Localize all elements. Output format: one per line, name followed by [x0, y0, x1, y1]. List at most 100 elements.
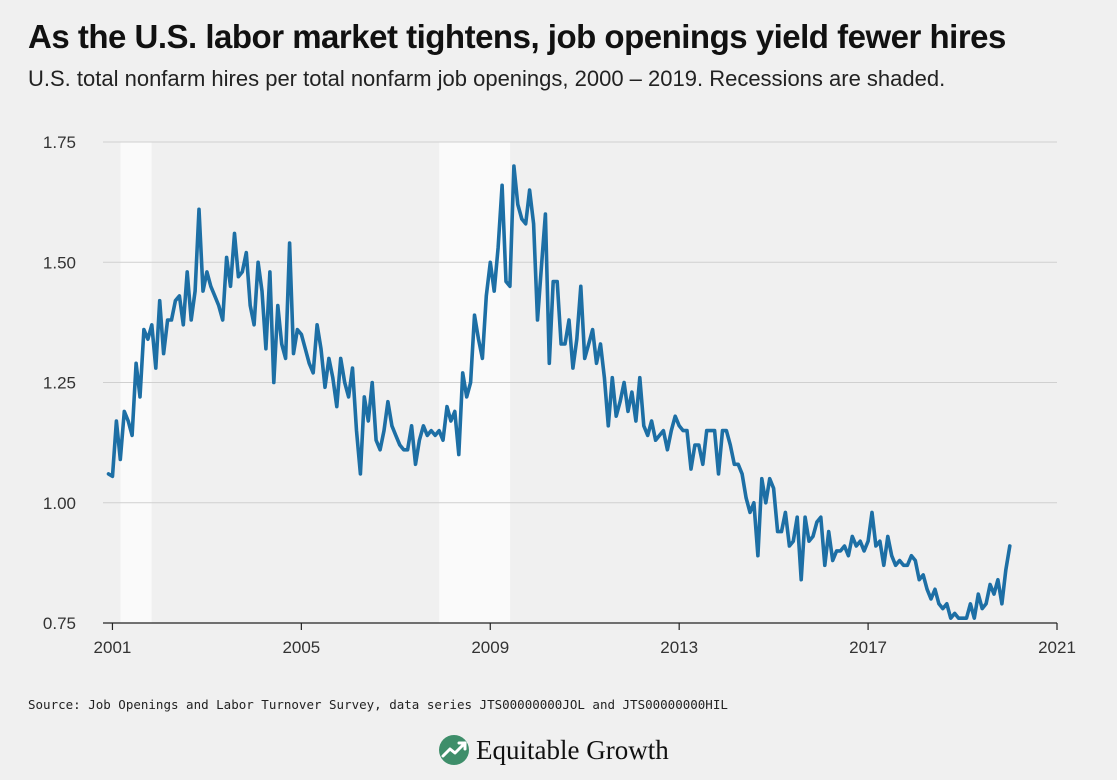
data-point — [225, 256, 228, 259]
data-point — [517, 203, 519, 206]
data-point — [914, 559, 917, 562]
data-point — [894, 564, 897, 567]
y-tick-label: 1.75 — [43, 133, 76, 152]
data-point — [131, 434, 133, 437]
data-point — [261, 290, 263, 292]
data-point — [713, 429, 716, 432]
data-point — [359, 473, 362, 475]
data-point — [127, 420, 129, 422]
data-point — [166, 319, 169, 321]
data-point — [827, 530, 830, 533]
data-point — [686, 429, 688, 432]
data-point — [938, 603, 940, 605]
data-point — [505, 280, 507, 283]
data-point — [316, 324, 318, 326]
data-point — [363, 396, 366, 398]
data-point — [843, 545, 846, 547]
data-point — [591, 328, 594, 331]
data-point — [930, 598, 932, 600]
data-point — [922, 574, 924, 576]
data-point — [418, 439, 421, 442]
data-point — [957, 617, 960, 619]
data-point — [961, 617, 964, 619]
data-point — [698, 444, 700, 446]
brand-logo[interactable]: Equitable Growth — [438, 734, 669, 766]
data-point — [792, 540, 795, 542]
data-point — [737, 463, 739, 466]
line-chart: 0.75 1.00 1.25 1.50 1.75 2001 2005 2009 2013 2017… — [43, 133, 1076, 657]
data-point — [367, 420, 370, 422]
data-point — [426, 434, 429, 437]
data-point — [501, 184, 503, 187]
data-point — [749, 511, 751, 514]
series-layer — [106, 164, 1012, 621]
x-tick-label: 2001 — [94, 638, 132, 657]
data-point — [241, 271, 244, 273]
data-point — [186, 271, 188, 273]
data-point — [788, 545, 791, 547]
data-point — [513, 165, 515, 167]
data-point — [725, 429, 728, 432]
data-point — [249, 304, 251, 307]
data-point — [733, 463, 736, 466]
data-point — [639, 376, 641, 379]
data-point — [934, 588, 936, 591]
data-point — [509, 285, 511, 288]
data-point — [170, 319, 173, 321]
x-tick-label: 2005 — [282, 638, 320, 657]
data-point — [481, 357, 484, 360]
data-point — [532, 223, 535, 225]
data-point — [800, 578, 802, 581]
data-point — [705, 429, 708, 432]
data-point — [375, 439, 377, 442]
data-point — [155, 367, 157, 369]
data-point — [611, 376, 614, 379]
data-point — [292, 352, 295, 355]
data-point — [906, 564, 909, 567]
data-point — [465, 396, 468, 398]
data-point — [454, 410, 456, 413]
y-tick-label: 1.25 — [43, 374, 76, 393]
data-point — [280, 343, 283, 345]
data-point — [977, 593, 980, 595]
data-point — [879, 540, 881, 542]
data-point — [206, 271, 208, 273]
data-point — [631, 391, 633, 393]
data-point — [214, 295, 216, 297]
data-point — [430, 429, 433, 432]
data-point — [981, 607, 983, 610]
data-point — [371, 381, 374, 384]
data-point — [288, 242, 291, 244]
data-point — [556, 280, 558, 283]
data-point — [926, 588, 928, 591]
data-point — [717, 473, 720, 475]
data-point — [587, 343, 590, 345]
data-point — [328, 357, 330, 360]
data-point — [772, 487, 775, 490]
data-point — [863, 550, 865, 552]
data-point — [918, 578, 920, 581]
data-point — [694, 444, 696, 446]
data-point — [438, 429, 440, 432]
data-point — [387, 400, 389, 403]
x-tick-label: 2021 — [1038, 638, 1076, 657]
data-point — [399, 444, 401, 446]
data-point — [871, 511, 873, 514]
data-point — [198, 208, 200, 211]
data-point — [607, 425, 610, 427]
data-point — [304, 348, 307, 350]
data-point — [383, 429, 385, 432]
data-point — [741, 473, 743, 475]
data-point — [473, 314, 476, 317]
data-point — [654, 439, 657, 442]
data-point — [635, 420, 637, 422]
data-point — [548, 362, 551, 365]
data-point — [576, 338, 578, 341]
data-point — [847, 554, 850, 557]
data-point — [521, 218, 523, 220]
data-point — [336, 405, 338, 408]
data-point — [461, 372, 464, 374]
data-point — [379, 449, 381, 451]
data-point — [540, 266, 543, 268]
data-point — [493, 290, 496, 292]
